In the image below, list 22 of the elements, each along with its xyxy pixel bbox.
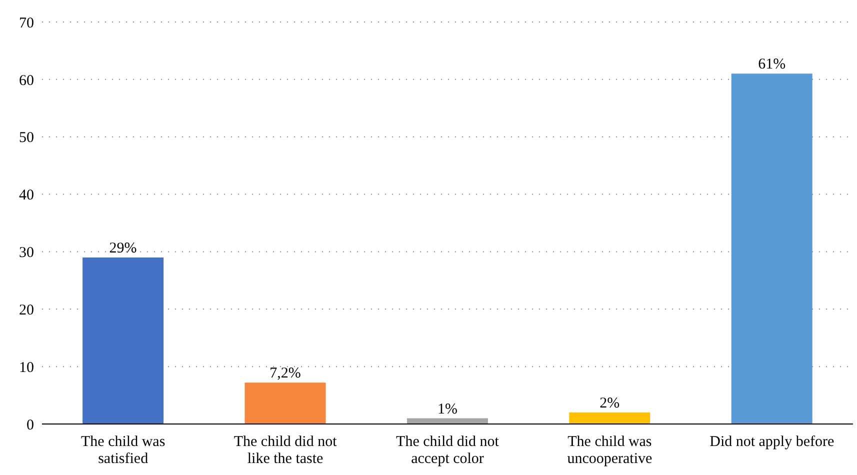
data-label: 7,2% xyxy=(270,366,301,382)
y-tick-label: 60 xyxy=(19,72,34,89)
data-label: 29% xyxy=(109,240,137,256)
data-label: 61% xyxy=(758,56,786,73)
bar xyxy=(82,257,164,424)
x-tick-label: The child did not like the taste xyxy=(234,434,338,467)
x-tick-label: Did not apply before xyxy=(710,434,835,450)
bar xyxy=(569,412,650,424)
x-tick-label: The child was satisfied xyxy=(81,434,166,467)
x-tick-label: The child was uncooperative xyxy=(567,434,653,467)
bar xyxy=(731,74,812,424)
y-tick-label: 70 xyxy=(19,15,34,32)
data-label: 2% xyxy=(600,396,620,412)
y-tick-label: 50 xyxy=(19,130,34,146)
y-tick-label: 40 xyxy=(19,188,34,204)
y-tick-label: 30 xyxy=(19,245,34,262)
y-tick-label: 10 xyxy=(19,360,34,376)
bar xyxy=(244,382,326,424)
y-tick-label: 20 xyxy=(19,302,34,318)
data-label: 1% xyxy=(437,401,458,418)
y-tick-label: 0 xyxy=(26,417,34,434)
x-tick-label: The child did not accept color xyxy=(396,434,500,467)
